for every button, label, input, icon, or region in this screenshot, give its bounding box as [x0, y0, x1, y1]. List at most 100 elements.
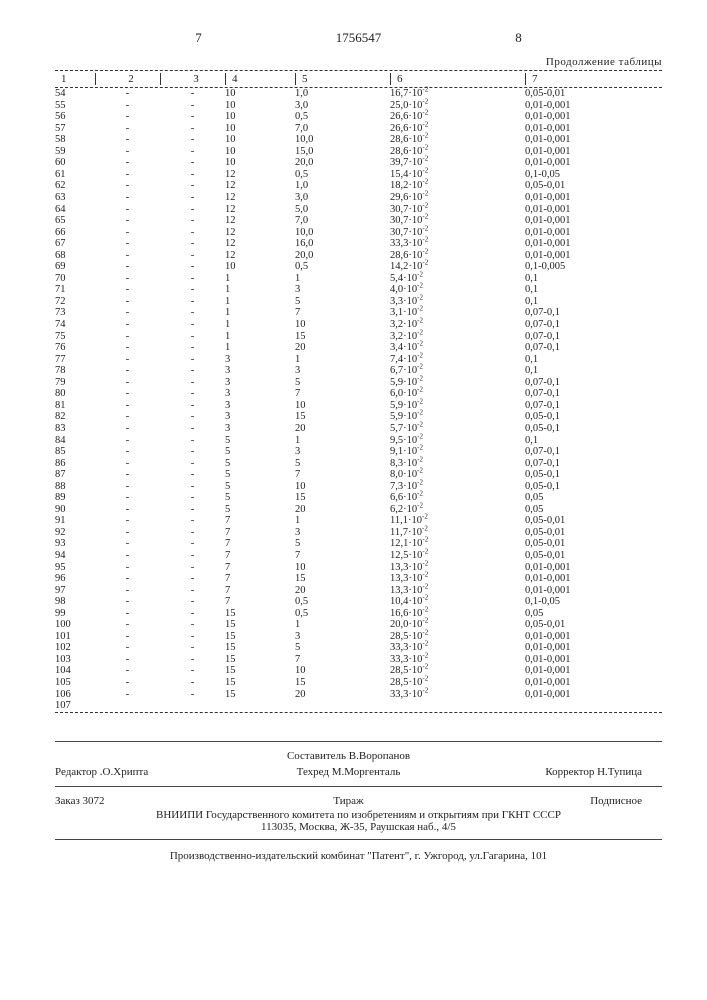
cell: -	[95, 665, 160, 677]
cell: 82	[55, 411, 95, 423]
cell: 30,7·10-2	[390, 227, 525, 239]
bottom-dash	[55, 712, 662, 713]
cell: 9,1·10-2	[390, 446, 525, 458]
cell: 8,3·10-2	[390, 458, 525, 470]
cell: 1	[225, 307, 295, 319]
table-row: 60--1020,039,7·10-20,01-0,001	[55, 157, 662, 169]
cell: -	[95, 204, 160, 216]
cell: -	[160, 446, 225, 458]
footer-line-3	[55, 839, 662, 840]
cell: 25,0·10-2	[390, 100, 525, 112]
page-numbers: 7 1756547 8	[119, 30, 599, 46]
cell: 33,3·10-2	[390, 238, 525, 250]
cell: 0,07-0,1	[525, 377, 645, 389]
left-page-num: 7	[119, 30, 279, 46]
table-row: 74--1103,2·10-20,07-0,1	[55, 319, 662, 331]
cell: 3,3·10-2	[390, 296, 525, 308]
cell: -	[160, 527, 225, 539]
cell: 60	[55, 157, 95, 169]
cell: 12	[225, 204, 295, 216]
cell: 10,0	[295, 134, 390, 146]
cell: 15,0	[295, 146, 390, 158]
cell: 30,7·10-2	[390, 204, 525, 216]
cell: 1	[225, 331, 295, 343]
table-header-row: 1 2 3 4 5 6 7	[55, 71, 662, 87]
cell: 28,6·10-2	[390, 250, 525, 262]
cell: -	[160, 169, 225, 181]
doc-number: 1756547	[279, 30, 439, 46]
cell: 12	[225, 180, 295, 192]
table-row: 59--1015,028,6·10-20,01-0,001	[55, 146, 662, 158]
cell: 10	[225, 134, 295, 146]
table-row: 98--70,510,4·10-20,1-0,05	[55, 596, 662, 608]
cell: 33,3·10-2	[390, 654, 525, 666]
cell: -	[160, 261, 225, 273]
cell: 28,6·10-2	[390, 134, 525, 146]
cell: -	[95, 458, 160, 470]
cell: 5	[225, 469, 295, 481]
cell: -	[160, 307, 225, 319]
cell: 15	[225, 619, 295, 631]
cell: -	[95, 562, 160, 574]
cell: -	[95, 192, 160, 204]
cell: 3,2·10-2	[390, 331, 525, 343]
cell: 5	[295, 458, 390, 470]
cell: 5	[225, 481, 295, 493]
cell: -	[160, 458, 225, 470]
cell: -	[160, 481, 225, 493]
cell: 13,3·10-2	[390, 562, 525, 574]
cell: 3	[295, 527, 390, 539]
cell: 0,07-0,1	[525, 331, 645, 343]
cell: 0,05-0,01	[525, 619, 645, 631]
header-1: 1	[55, 73, 95, 85]
cell: 3	[295, 446, 390, 458]
cell: 14,2·10-2	[390, 261, 525, 273]
cell: 0,01-0,001	[525, 642, 645, 654]
cell: -	[95, 365, 160, 377]
cell: -	[160, 654, 225, 666]
cell: -	[95, 469, 160, 481]
cell: 8,0·10-2	[390, 469, 525, 481]
cell: 3	[295, 284, 390, 296]
cell: -	[160, 354, 225, 366]
cell: -	[95, 400, 160, 412]
cell: -	[95, 377, 160, 389]
cell: -	[95, 585, 160, 597]
cell: 26,6·10-2	[390, 111, 525, 123]
cell: 62	[55, 180, 95, 192]
cell: -	[95, 481, 160, 493]
cell: 0,5	[295, 111, 390, 123]
cell: -	[95, 134, 160, 146]
cell: 7	[295, 550, 390, 562]
cell: -	[95, 573, 160, 585]
cell: 28,5·10-2	[390, 677, 525, 689]
cell: -	[160, 296, 225, 308]
table-row: 85--539,1·10-20,07-0,1	[55, 446, 662, 458]
cell: 10	[225, 111, 295, 123]
cell: 0,01-0,001	[525, 238, 645, 250]
cell: -	[95, 157, 160, 169]
cell: 0,1	[525, 273, 645, 285]
cell: 7	[225, 585, 295, 597]
compiler: Составитель В.Воропанов	[251, 750, 447, 762]
cell: -	[95, 411, 160, 423]
cell	[95, 700, 160, 712]
cell: 54	[55, 88, 95, 100]
cell: 7,0	[295, 123, 390, 135]
cell: 1,0	[295, 88, 390, 100]
cell: -	[95, 596, 160, 608]
tech-editor: Техред М.Моргенталь	[251, 766, 447, 778]
cell: 0,1	[525, 284, 645, 296]
cell: -	[160, 677, 225, 689]
cell: 5	[295, 377, 390, 389]
cell: -	[95, 180, 160, 192]
cell: -	[95, 284, 160, 296]
cell: 5	[295, 296, 390, 308]
cell: 86	[55, 458, 95, 470]
cell: 5,0	[295, 204, 390, 216]
cell: -	[95, 273, 160, 285]
cell: 3,1·10-2	[390, 307, 525, 319]
cell: 5,9·10-2	[390, 411, 525, 423]
cell: 5,7·10-2	[390, 423, 525, 435]
table-row: 106--152033,3·10-20,01-0,001	[55, 689, 662, 701]
